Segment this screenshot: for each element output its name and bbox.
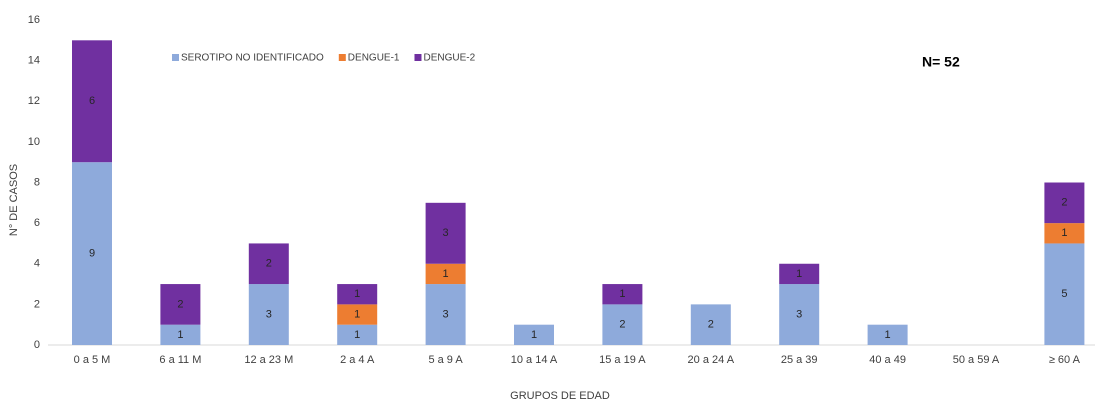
legend-label: DENGUE-1 [348, 53, 400, 64]
data-label: 1 [177, 329, 183, 341]
bar-segment [425, 284, 466, 345]
data-label: 2 [177, 298, 183, 310]
bar-segment [248, 243, 289, 285]
data-label: 1 [443, 268, 449, 280]
legend-label: DENGUE-2 [423, 53, 475, 64]
legend-swatch [414, 54, 422, 61]
x-tick-label: 0 a 5 M [74, 354, 111, 366]
bar-segment [1044, 223, 1085, 244]
bar-segment [337, 324, 378, 345]
data-label: 9 [89, 248, 95, 260]
y-tick-label: 12 [28, 95, 40, 107]
bar-segment [867, 324, 908, 345]
y-axis-label: N° DE CASOS [8, 164, 20, 236]
y-tick-label: 16 [28, 14, 40, 26]
data-label: 1 [354, 288, 360, 300]
data-label: 2 [708, 319, 714, 331]
data-label: 1 [885, 329, 891, 341]
legend-label: SEROTIPO NO IDENTIFICADO [181, 53, 324, 64]
bar-segment [602, 284, 643, 305]
bar-segment [425, 263, 466, 285]
data-label: 6 [89, 95, 95, 107]
data-label: 5 [1061, 288, 1067, 300]
x-tick-label: 15 a 19 A [599, 354, 646, 366]
bar-segment [337, 284, 378, 305]
x-tick-label: 20 a 24 A [688, 354, 735, 366]
bar-segment [779, 284, 820, 345]
data-label: 1 [531, 329, 537, 341]
x-tick-label: 25 a 39 [781, 354, 818, 366]
bar-segment [514, 324, 554, 345]
x-axis-label: GRUPOS DE EDAD [510, 390, 610, 402]
y-tick-label: 10 [28, 136, 40, 148]
bar-segment [160, 284, 201, 325]
data-label: 3 [443, 227, 449, 239]
y-tick-label: 2 [34, 298, 40, 310]
bar-segment [72, 40, 112, 163]
x-tick-label: 2 a 4 A [340, 354, 375, 366]
legend-swatch [172, 54, 179, 61]
y-tick-label: 0 [34, 339, 40, 351]
bar-segment [690, 304, 731, 345]
data-label: 1 [354, 308, 360, 320]
x-tick-label: 10 a 14 A [511, 354, 558, 366]
bar-segment [425, 202, 466, 264]
bar-segment [602, 304, 643, 345]
y-tick-label: 6 [34, 217, 40, 229]
data-label: 3 [796, 308, 802, 320]
bar-segment [248, 284, 289, 345]
y-tick-label: 14 [28, 55, 40, 67]
bar-segment [337, 304, 378, 325]
data-label: 2 [619, 319, 625, 331]
x-tick-label: 40 a 49 [869, 354, 906, 366]
data-label: 2 [1061, 197, 1067, 209]
data-label: 1 [619, 288, 625, 300]
data-label: 1 [1061, 227, 1067, 239]
bar-segment [779, 263, 820, 285]
x-tick-label: 50 a 59 A [953, 354, 1000, 366]
x-tick-label: ≥ 60 A [1049, 354, 1081, 366]
data-label: 2 [266, 258, 272, 270]
annotation: N= 52 [922, 54, 960, 70]
bar-segment [72, 162, 112, 345]
data-label: 1 [796, 268, 802, 280]
x-tick-label: 12 a 23 M [244, 354, 293, 366]
y-tick-label: 8 [34, 176, 40, 188]
y-tick-label: 4 [34, 258, 40, 270]
data-label: 3 [266, 308, 272, 320]
bar-segment [1044, 182, 1085, 224]
bar-segment [160, 324, 201, 345]
data-label: 3 [443, 308, 449, 320]
bar-segment [1044, 243, 1085, 345]
legend-swatch [338, 54, 346, 61]
x-tick-label: 5 a 9 A [428, 354, 463, 366]
data-label: 1 [354, 329, 360, 341]
x-tick-label: 6 a 11 M [159, 354, 201, 366]
